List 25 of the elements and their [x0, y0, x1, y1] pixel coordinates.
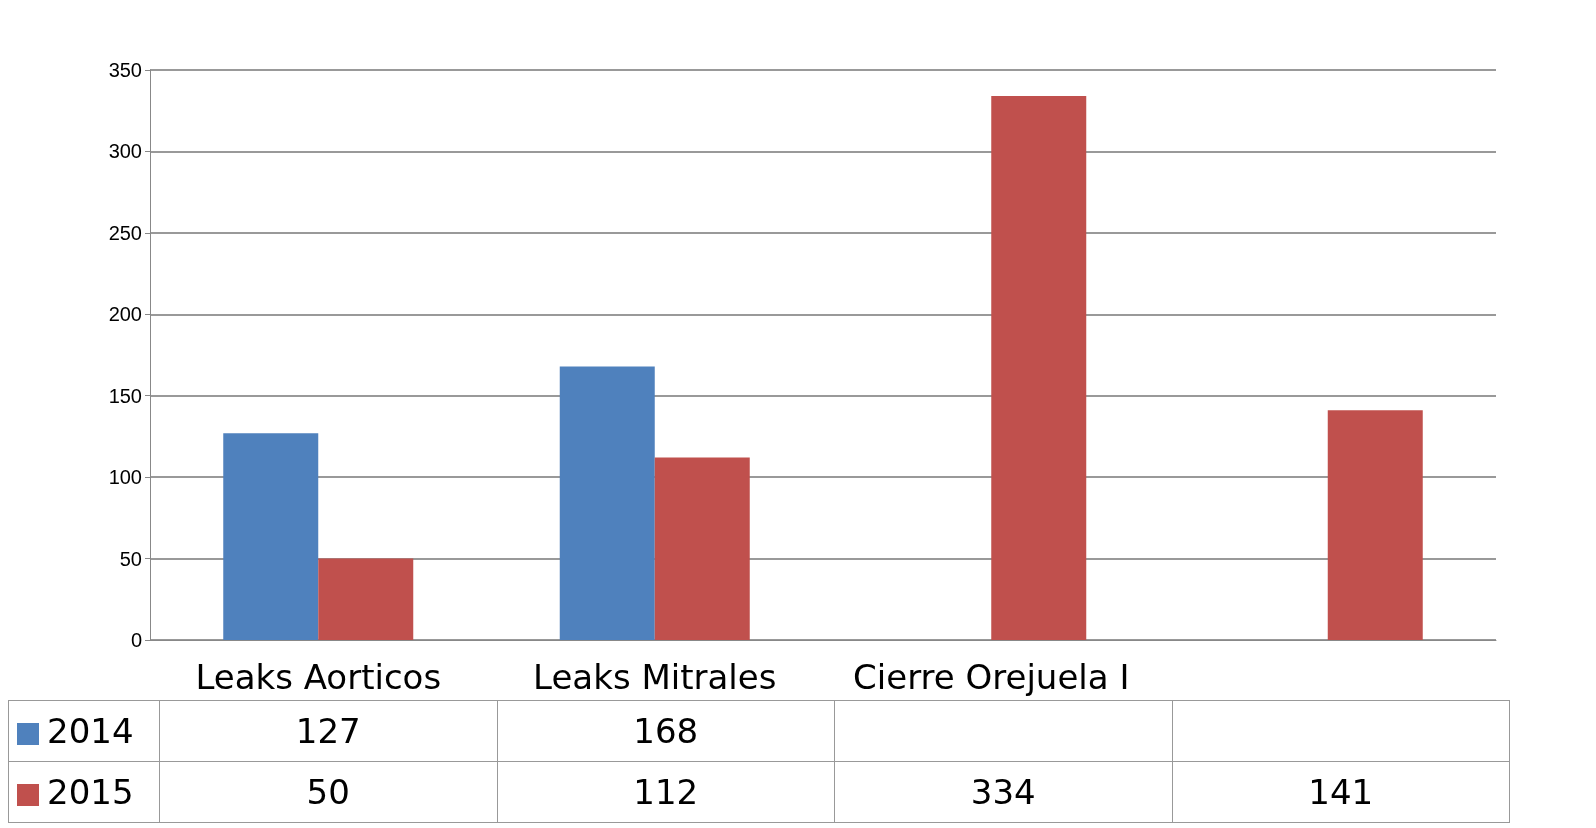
data-label: 127 [159, 700, 497, 762]
y-tick-label: 50 [119, 547, 142, 570]
bar [559, 366, 655, 640]
y-tick-label: 350 [108, 59, 142, 81]
bar [1327, 410, 1423, 640]
x-tick-label: Cierre Orejuela I [853, 657, 1130, 697]
x-tick-label: Leaks Aorticos [195, 657, 442, 697]
y-tick-label: 200 [108, 303, 142, 326]
data-label: 50 [159, 761, 497, 823]
data-label: 334 [834, 761, 1172, 823]
data-label: 112 [497, 761, 835, 823]
legend-label: 2014 [8, 700, 160, 762]
y-tick-label: 0 [130, 629, 142, 651]
data-label: 141 [1172, 761, 1510, 823]
bar [223, 433, 319, 640]
data-label: 168 [497, 700, 835, 762]
y-tick-label: 100 [108, 466, 142, 489]
bar [318, 558, 414, 640]
y-tick-label: 300 [108, 140, 142, 163]
legend-label: 2015 [8, 761, 160, 823]
x-tick-label: Leaks Mitrales [533, 657, 777, 697]
y-tick-label: 150 [108, 384, 142, 407]
bar [654, 457, 750, 640]
bar [991, 96, 1087, 640]
y-tick-label: 250 [108, 221, 142, 244]
